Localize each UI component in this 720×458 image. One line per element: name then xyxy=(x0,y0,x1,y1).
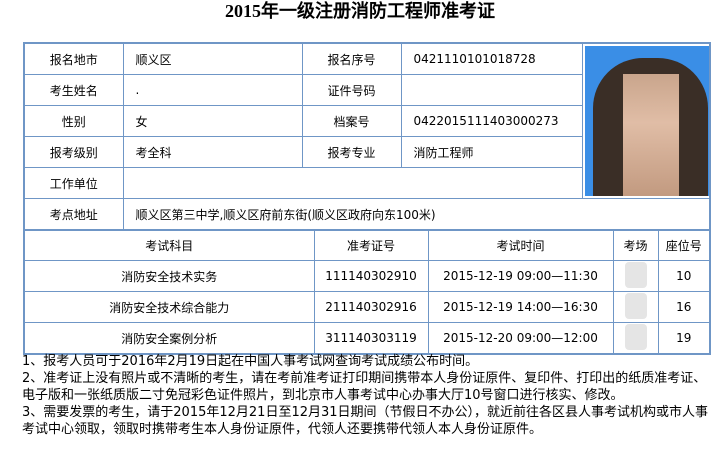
header-seat: 座位号 xyxy=(657,229,711,261)
room-redacted xyxy=(612,291,659,323)
header-subject: 考试科目 xyxy=(23,229,315,261)
exam-time: 2015-12-19 14:00—16:30 xyxy=(427,291,614,323)
gender-value: 女 xyxy=(122,105,303,137)
ticket-no: 111140302910 xyxy=(313,260,429,292)
major-label: 报考专业 xyxy=(301,136,402,168)
exam-time: 2015-12-19 09:00—11:30 xyxy=(427,260,614,292)
id-label: 证件号码 xyxy=(301,74,402,106)
ticket-no: 311140303119 xyxy=(313,322,429,355)
subject: 消防安全技术综合能力 xyxy=(23,291,315,323)
candidate-photo xyxy=(581,42,711,199)
region-value: 顺义区 xyxy=(122,42,303,75)
subject: 消防安全案例分析 xyxy=(23,322,315,355)
file-no-label: 档案号 xyxy=(301,105,402,137)
exam-time: 2015-12-20 09:00—12:00 xyxy=(427,322,614,355)
note-2: 2、准考证上没有照片或不清晰的考生，请在考前准考证打印期间携带本人身份证原件、复… xyxy=(22,371,707,403)
table-row: 消防安全技术综合能力 211140302916 2015-12-19 14:00… xyxy=(23,291,711,323)
candidate-info-table: 报名地市 顺义区 报名序号 0421110101018728 考生姓名 . 证件… xyxy=(23,42,711,231)
exam-schedule-table: 考试科目 准考证号 考试时间 考场 座位号 消防安全技术实务 111140302… xyxy=(23,229,711,355)
seat-no: 16 xyxy=(657,291,711,323)
file-no-value: 0422015111403000273 xyxy=(400,105,583,137)
header-ticket: 准考证号 xyxy=(313,229,429,261)
name-value: . xyxy=(122,74,303,106)
page-title: 2015年一级注册消防工程师准考证 xyxy=(225,1,495,21)
table-row: 消防安全技术实务 111140302910 2015-12-19 09:00—1… xyxy=(23,260,711,292)
address-label: 考点地址 xyxy=(23,198,124,231)
employer-value xyxy=(122,167,583,199)
name-label: 考生姓名 xyxy=(23,74,124,106)
table-row: 消防安全案例分析 311140303119 2015-12-20 09:00—1… xyxy=(23,322,711,355)
id-value xyxy=(400,74,583,106)
room-redacted xyxy=(612,260,659,292)
region-label: 报名地市 xyxy=(23,42,124,75)
seat-no: 19 xyxy=(657,322,711,355)
reg-no-value: 0421110101018728 xyxy=(400,42,583,75)
table-header-row: 考试科目 准考证号 考试时间 考场 座位号 xyxy=(23,229,711,261)
reg-no-label: 报名序号 xyxy=(301,42,402,75)
major-value: 消防工程师 xyxy=(400,136,583,168)
employer-label: 工作单位 xyxy=(23,167,124,199)
room-redacted xyxy=(612,322,659,355)
subject: 消防安全技术实务 xyxy=(23,260,315,292)
gender-label: 性别 xyxy=(23,105,124,137)
note-3: 3、需要发票的考生，请于2015年12月21日至12月31日期间（节假日不办公）… xyxy=(22,405,709,437)
address-value: 顺义区第三中学,顺义区府前东街(顺义区政府向东100米) xyxy=(122,198,711,231)
ticket-no: 211140302916 xyxy=(313,291,429,323)
level-value: 考全科 xyxy=(122,136,303,168)
seat-no: 10 xyxy=(657,260,711,292)
notes: 1、报考人员可于2016年2月19日起在中国人事考试网查询考试成绩公布时间。 2… xyxy=(22,353,712,438)
level-label: 报考级别 xyxy=(23,136,124,168)
header-room: 考场 xyxy=(612,229,659,261)
note-1: 1、报考人员可于2016年2月19日起在中国人事考试网查询考试成绩公布时间。 xyxy=(22,354,479,369)
header-time: 考试时间 xyxy=(427,229,614,261)
